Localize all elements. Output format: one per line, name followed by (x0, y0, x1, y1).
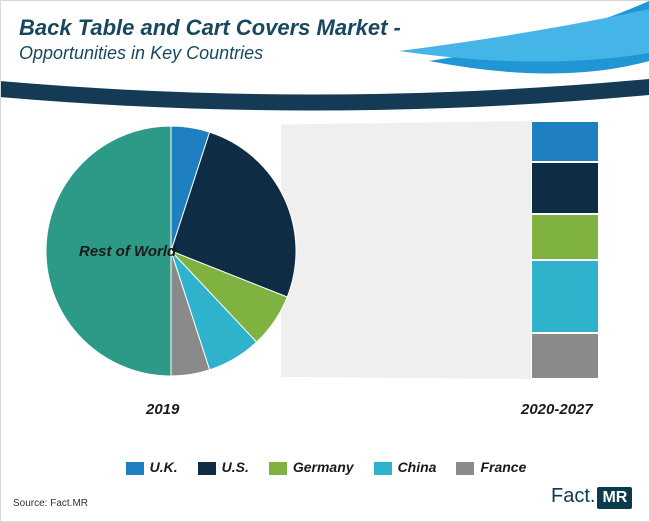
swoosh-bar (0, 79, 649, 111)
content-area: Rest of World 2019 2020-2027 (1, 111, 650, 451)
bar-segment-u-s- (531, 162, 599, 214)
bar-year-label: 2020-2027 (521, 401, 593, 418)
legend-item-u-k-: U.K. (126, 459, 178, 475)
header: Back Table and Cart Covers Market - Oppo… (1, 1, 649, 91)
legend-item-france: France (456, 459, 526, 475)
legend-label: France (480, 459, 526, 475)
title-line-1: Back Table and Cart Covers Market - (19, 15, 401, 41)
bar-segment-germany (531, 214, 599, 260)
bar-segment-france (531, 333, 599, 379)
legend-swatch (269, 462, 287, 475)
infographic-frame: Back Table and Cart Covers Market - Oppo… (0, 0, 650, 522)
pie-year-label: 2019 (146, 401, 179, 418)
legend-label: U.K. (150, 459, 178, 475)
legend-item-germany: Germany (269, 459, 354, 475)
pie-svg (41, 121, 301, 381)
title-block: Back Table and Cart Covers Market - Oppo… (19, 15, 401, 64)
legend-swatch (374, 462, 392, 475)
legend-swatch (456, 462, 474, 475)
title-line-2: Opportunities in Key Countries (19, 43, 401, 64)
brand-logo: Fact.MR (551, 485, 637, 513)
legend-swatch (126, 462, 144, 475)
source-label: Source: Fact.MR (13, 498, 88, 509)
logo-text-left: Fact. (551, 485, 595, 507)
legend-label: Germany (293, 459, 354, 475)
bar-segment-u-k- (531, 121, 599, 162)
legend-item-u-s-: U.S. (198, 459, 249, 475)
projection-wedge (281, 121, 541, 381)
legend-label: China (398, 459, 437, 475)
bar-segment-china (531, 260, 599, 332)
pie-slice-rest-of-world (46, 126, 171, 376)
logo-text-right: MR (597, 487, 632, 509)
stacked-bar (531, 121, 599, 379)
projection-shape (281, 121, 531, 379)
swoosh-mid (399, 9, 649, 62)
legend-item-china: China (374, 459, 437, 475)
swoosh-outer (429, 1, 649, 74)
legend-label: U.S. (222, 459, 249, 475)
legend: U.K. U.S. Germany China France (1, 459, 650, 477)
pie-chart (41, 121, 301, 381)
legend-swatch (198, 462, 216, 475)
